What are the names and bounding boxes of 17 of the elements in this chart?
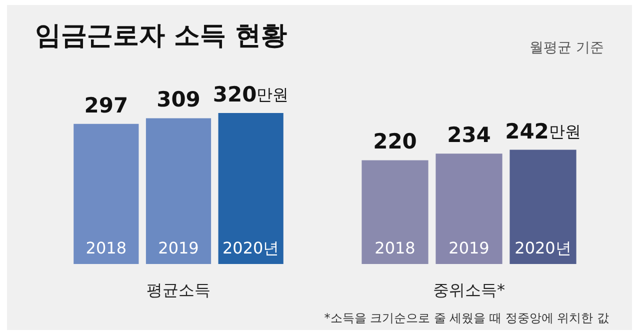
data-label: 320만원 bbox=[212, 82, 289, 106]
chart-title: 임금근로자 소득 현황 bbox=[35, 21, 288, 51]
x-tick-label: 2018 bbox=[86, 238, 127, 258]
data-label: 297 bbox=[84, 93, 128, 118]
x-tick-label: 2019 bbox=[158, 238, 199, 258]
x-axis-title: 평균소득 bbox=[146, 280, 210, 300]
data-label: 220 bbox=[373, 130, 417, 154]
x-axis-title: 중위소득* bbox=[433, 280, 505, 300]
x-tick-label: 2020년 bbox=[222, 238, 280, 258]
x-tick-label: 2018 bbox=[374, 238, 416, 258]
text: *소득을 크기순으로 줄 세웠을 때 정중앙에 위치한 값 bbox=[324, 311, 609, 325]
chart-subtitle: 월평균 기준 bbox=[530, 40, 604, 56]
data-label: 242만원 bbox=[505, 119, 581, 144]
x-tick-label: 2020년 bbox=[514, 238, 572, 258]
x-tick-label: 2019 bbox=[448, 238, 490, 258]
data-label: 234 bbox=[447, 123, 491, 148]
data-label: 309 bbox=[156, 88, 200, 112]
